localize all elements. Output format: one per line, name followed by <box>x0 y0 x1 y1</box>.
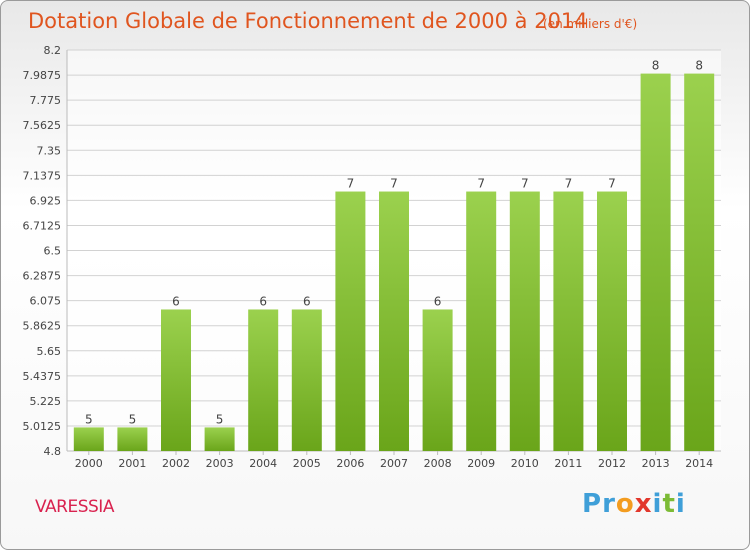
y-tick-label: 4.8 <box>44 445 62 458</box>
bar <box>640 73 671 452</box>
x-tick-label: 2000 <box>75 457 103 470</box>
bar <box>379 191 409 451</box>
bar-value-label: 7 <box>565 177 573 191</box>
x-tick-label: 2010 <box>511 457 539 470</box>
bar-value-label: 8 <box>652 59 660 73</box>
bar-value-label: 5 <box>129 412 137 426</box>
bar <box>597 191 627 451</box>
bar-value-label: 7 <box>608 177 616 191</box>
bar-value-label: 7 <box>477 177 485 191</box>
bar-value-label: 6 <box>259 294 267 308</box>
x-tick-label: 2006 <box>336 457 364 470</box>
bar-value-label: 5 <box>216 412 224 426</box>
logo-letter: t <box>662 489 676 519</box>
y-tick-label: 7.35 <box>37 144 62 157</box>
bar <box>553 191 584 451</box>
x-tick-label: 2007 <box>380 457 408 470</box>
y-tick-label: 7.775 <box>30 94 62 107</box>
bar-value-label: 6 <box>434 294 442 308</box>
bar <box>509 191 540 451</box>
chart-unit-note: (en milliers d'€) <box>543 17 638 31</box>
y-tick-label: 6.075 <box>30 295 62 308</box>
y-tick-label: 5.65 <box>37 345 62 358</box>
y-tick-label: 7.1375 <box>23 169 62 182</box>
bar <box>422 309 453 451</box>
logo-letter: o <box>615 489 635 519</box>
bar <box>161 309 191 451</box>
proxiti-logo[interactable]: Proxiti <box>582 489 686 519</box>
bar-value-label: 6 <box>172 294 180 308</box>
logo-letter: P <box>582 489 603 519</box>
bar-value-label: 5 <box>85 412 93 426</box>
y-tick-label: 6.925 <box>30 194 62 207</box>
y-tick-label: 5.8625 <box>23 320 62 333</box>
logo-letter: x <box>634 489 653 519</box>
x-tick-label: 2004 <box>249 457 277 470</box>
y-tick-label: 7.9875 <box>23 69 62 82</box>
y-tick-label: 8.2 <box>44 44 62 57</box>
logo-letter: r <box>602 489 616 519</box>
x-tick-label: 2003 <box>206 457 234 470</box>
y-tick-label: 6.5 <box>44 245 62 258</box>
y-tick-label: 7.5625 <box>23 119 62 132</box>
bar <box>73 427 104 451</box>
x-tick-label: 2011 <box>554 457 582 470</box>
bar <box>291 309 322 451</box>
bar-value-label: 7 <box>521 177 529 191</box>
x-tick-label: 2014 <box>685 457 713 470</box>
bar-value-label: 6 <box>303 294 311 308</box>
y-tick-label: 6.2875 <box>23 270 62 283</box>
bar-value-label: 8 <box>695 59 703 73</box>
logo-letter: i <box>652 489 663 519</box>
x-tick-label: 2009 <box>467 457 495 470</box>
bar <box>248 309 279 451</box>
logo-letter: i <box>675 489 686 519</box>
x-tick-label: 2013 <box>642 457 670 470</box>
y-tick-label: 6.7125 <box>23 219 62 232</box>
x-tick-label: 2001 <box>118 457 146 470</box>
bar <box>335 191 366 451</box>
x-tick-label: 2005 <box>293 457 321 470</box>
bar-value-label: 7 <box>390 177 398 191</box>
y-tick-label: 5.225 <box>30 395 62 408</box>
bar <box>466 191 497 451</box>
y-tick-label: 5.0125 <box>23 420 62 433</box>
bar <box>204 427 235 451</box>
x-tick-label: 2012 <box>598 457 626 470</box>
bar <box>117 427 148 451</box>
bar-value-label: 7 <box>347 177 355 191</box>
y-tick-label: 5.4375 <box>23 370 62 383</box>
x-tick-label: 2008 <box>424 457 452 470</box>
commune-name: VARESSIA <box>35 497 114 517</box>
chart-title: Dotation Globale de Fonctionnement de 20… <box>28 9 588 33</box>
x-tick-label: 2002 <box>162 457 190 470</box>
bar <box>684 73 715 452</box>
